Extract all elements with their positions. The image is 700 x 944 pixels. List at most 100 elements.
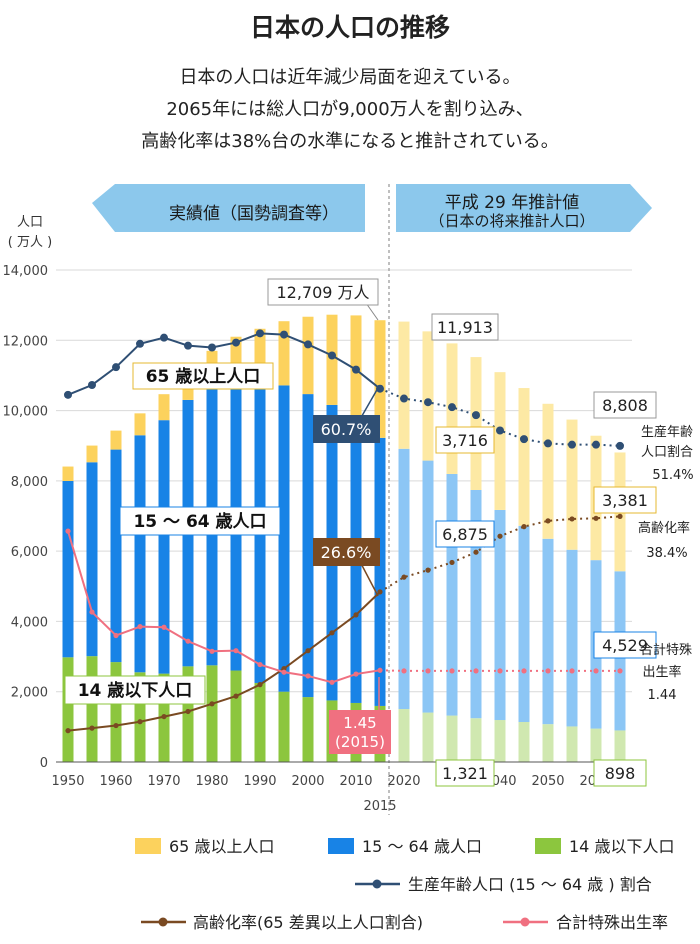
callout-aging-rate-2015: 26.6% bbox=[313, 538, 380, 566]
point-aging-rate bbox=[497, 533, 503, 539]
bar-elderly bbox=[110, 430, 122, 450]
point-working-ratio bbox=[160, 333, 168, 342]
bar-working bbox=[134, 435, 146, 673]
point-aging-rate bbox=[377, 589, 383, 595]
bar-children bbox=[518, 722, 530, 762]
bar-children bbox=[254, 682, 266, 762]
projection-banner-label-1: 平成 29 年推計値 bbox=[445, 193, 579, 213]
bar-children bbox=[230, 670, 242, 762]
point-working-ratio bbox=[544, 439, 552, 448]
bar-elderly bbox=[254, 328, 266, 382]
actual-banner bbox=[92, 184, 365, 232]
callout-aging-rate-2015-text: 26.6% bbox=[321, 543, 372, 562]
callout-elderly-2065: 3,381 bbox=[593, 486, 657, 514]
point-fertility bbox=[353, 671, 359, 677]
point-aging-rate bbox=[65, 728, 71, 734]
subtitle-line-1: 日本の人口は近年減少局面を迎えている。 bbox=[179, 67, 521, 88]
point-working-ratio bbox=[352, 365, 360, 374]
legend-marker-aging-rate bbox=[158, 917, 168, 927]
point-working-ratio bbox=[328, 351, 336, 360]
bar-children bbox=[134, 672, 146, 762]
legend-label-working: 15 ～ 64 歳人口 bbox=[362, 837, 482, 856]
point-aging-rate bbox=[257, 682, 263, 688]
bar-working bbox=[62, 480, 74, 658]
callout-fertility-2015-year: (2015) bbox=[335, 733, 385, 751]
bar-working bbox=[446, 473, 458, 716]
point-aging-rate bbox=[545, 518, 551, 524]
bar-children bbox=[566, 726, 578, 762]
y-axis-title-line-1: 人口 bbox=[17, 215, 43, 230]
point-working-ratio bbox=[280, 330, 288, 339]
point-fertility bbox=[449, 668, 455, 674]
bar-elderly bbox=[398, 321, 410, 449]
point-aging-rate bbox=[425, 567, 431, 573]
bar-children bbox=[278, 691, 290, 762]
point-working-ratio bbox=[208, 343, 216, 352]
point-working-ratio bbox=[472, 411, 480, 420]
right-fertility-2: 出生率 bbox=[642, 664, 681, 680]
point-aging-rate bbox=[617, 513, 623, 519]
projection-banner bbox=[396, 184, 652, 232]
point-fertility bbox=[377, 667, 383, 673]
point-fertility bbox=[521, 668, 527, 674]
legend-label-elderly: 65 歳以上人口 bbox=[169, 837, 274, 856]
callout-elderly-2030: 3,716 bbox=[435, 426, 495, 454]
callout-working-ratio-2015-text: 60.7% bbox=[321, 420, 372, 439]
label-children-series-text: 14 歳以下人口 bbox=[78, 680, 193, 701]
x-tick-label: 1960 bbox=[99, 774, 132, 789]
page-title: 日本の人口の推移 bbox=[249, 13, 450, 42]
point-working-ratio bbox=[592, 440, 600, 449]
point-working-ratio bbox=[448, 403, 456, 412]
x-tick-label: 2050 bbox=[531, 774, 564, 789]
line-working-ratio bbox=[67, 332, 381, 396]
bar-working bbox=[494, 509, 506, 721]
y-tick-label: 14,000 bbox=[3, 264, 49, 279]
callout-total-2030: 11,913 bbox=[431, 313, 499, 341]
subtitle-line-3: 高齢化率は38%台の水準になると推計されている。 bbox=[141, 131, 559, 152]
callout-children-2030-text: 1,321 bbox=[442, 764, 488, 783]
point-fertility bbox=[233, 648, 239, 654]
point-fertility bbox=[137, 624, 143, 630]
label-working-series-text: 15 ～ 64 歳人口 bbox=[133, 511, 266, 532]
callout-total-2015-text: 12,709 万人 bbox=[276, 283, 369, 302]
legend: 65 歳以上人口 15 ～ 64 歳人口 14 歳以下人口 生産年齢人口 (15… bbox=[135, 837, 674, 932]
point-working-ratio bbox=[520, 435, 528, 444]
bar-children bbox=[398, 709, 410, 762]
point-working-ratio bbox=[64, 390, 72, 399]
point-working-ratio bbox=[496, 426, 504, 435]
callout-children-2065-text: 898 bbox=[605, 764, 636, 783]
legend-marker-fertility bbox=[520, 917, 530, 927]
point-fertility bbox=[281, 669, 287, 675]
point-working-ratio bbox=[376, 384, 384, 393]
bar-children bbox=[62, 657, 74, 762]
bar-children bbox=[182, 666, 194, 762]
bar-working bbox=[158, 420, 170, 674]
bar-elderly bbox=[542, 403, 554, 539]
bar-children bbox=[494, 720, 506, 762]
bar-children bbox=[542, 724, 554, 762]
bar-elderly bbox=[326, 314, 338, 405]
bar-children bbox=[422, 712, 434, 762]
right-working-ratio-3: 51.4% bbox=[652, 468, 693, 483]
point-fertility bbox=[329, 679, 335, 685]
point-aging-rate bbox=[449, 559, 455, 566]
point-working-ratio bbox=[400, 394, 408, 403]
bar-elderly bbox=[158, 394, 170, 421]
bar-elderly bbox=[494, 372, 506, 510]
y-tick-label: 4,000 bbox=[11, 615, 48, 630]
point-aging-rate bbox=[185, 708, 191, 715]
bar-children bbox=[590, 728, 602, 762]
legend-label-working-ratio: 生産年齢人口 (15 ～ 64 歳 ) 割合 bbox=[408, 875, 652, 894]
bar-working bbox=[566, 549, 578, 727]
x-tick-label: 2000 bbox=[291, 774, 324, 789]
x-tick-label: 1950 bbox=[51, 774, 84, 789]
total-2015-leader bbox=[365, 302, 379, 321]
point-aging-rate bbox=[401, 574, 407, 580]
callout-working-ratio-2015: 60.7% bbox=[313, 415, 380, 443]
bar-children bbox=[446, 715, 458, 762]
point-working-ratio bbox=[568, 440, 576, 449]
callout-working-2065-text: 4,529 bbox=[602, 636, 648, 655]
legend-label-aging-rate: 高齢化率(65 差異以上人口割合) bbox=[193, 913, 423, 932]
x-tick-label: 2015 bbox=[363, 799, 396, 814]
